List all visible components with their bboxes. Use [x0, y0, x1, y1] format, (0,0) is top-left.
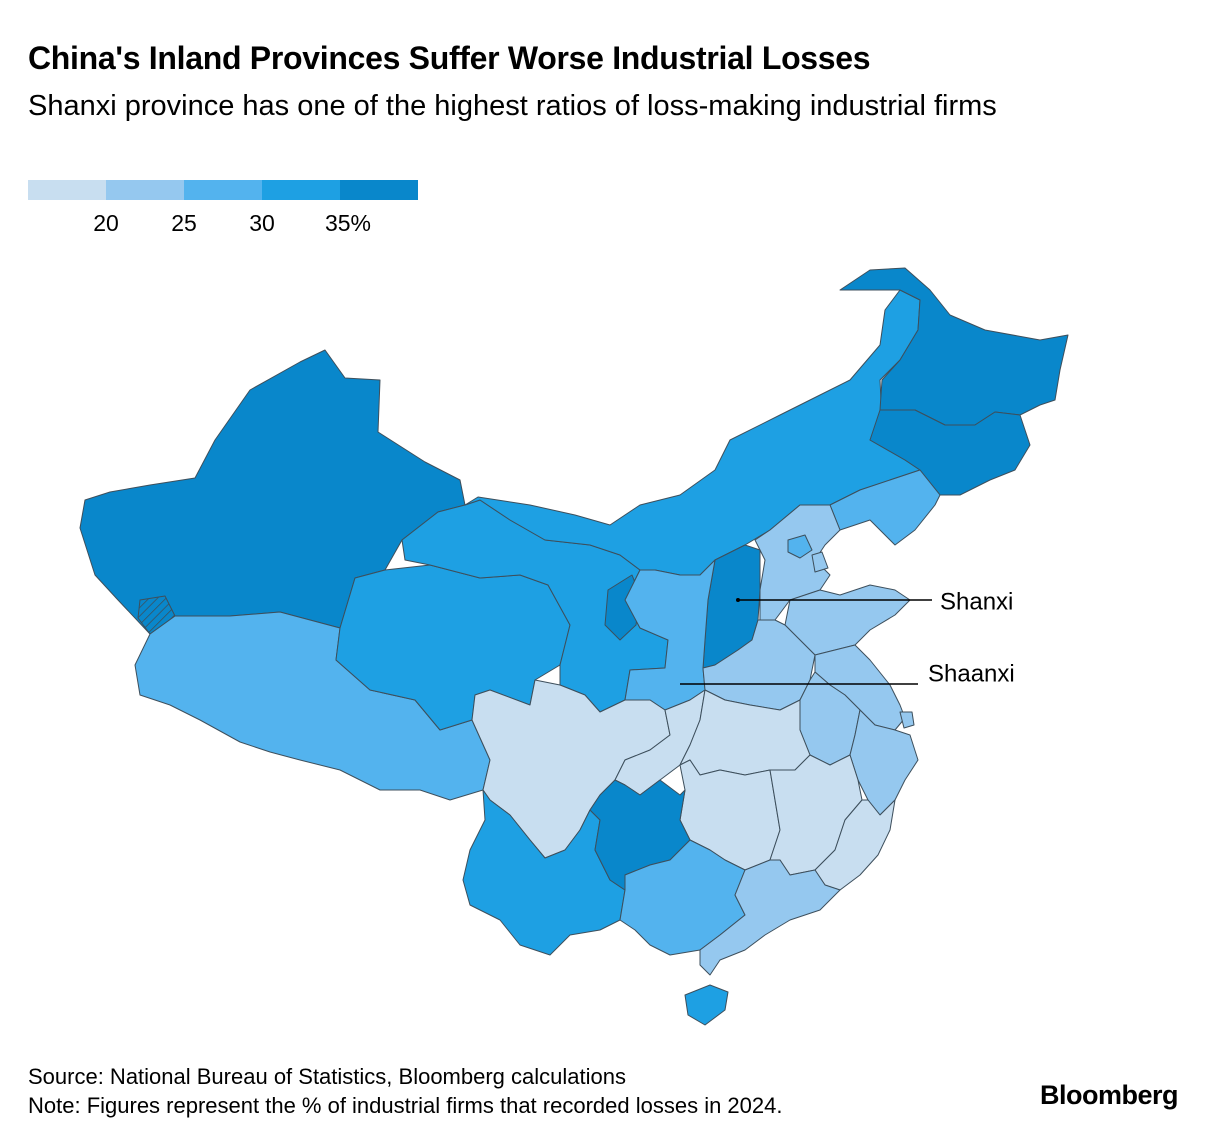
- chart-footer: Source: National Bureau of Statistics, B…: [28, 1062, 782, 1120]
- region-guangdong: [699, 859, 841, 976]
- china-province-map: Shanxi Shaanxi: [79, 267, 1069, 1026]
- shanxi-label: Shanxi: [940, 588, 1013, 615]
- legend-bin-3: [184, 180, 262, 200]
- region-guizhou: [589, 779, 691, 891]
- region-shanghai: [899, 711, 915, 729]
- region-beijing: [787, 534, 813, 559]
- region-hainan: [684, 984, 729, 1026]
- map-annotations: Shanxi Shaanxi: [680, 588, 1015, 687]
- color-legend: 20 25 30 35%: [28, 180, 428, 240]
- shaanxi-label: Shaanxi: [928, 660, 1015, 687]
- region-tianjin: [811, 551, 829, 573]
- legend-bin-1: [28, 180, 106, 200]
- region-inner-mongolia: [464, 289, 921, 576]
- legend-tick-20: 20: [93, 210, 119, 236]
- bloomberg-logo: Bloomberg: [1039, 1080, 1179, 1110]
- legend-bin-5: [340, 180, 418, 200]
- legend-bins: [28, 180, 428, 200]
- region-tibet: [134, 611, 491, 801]
- source-note: Source: National Bureau of Statistics, B…: [28, 1064, 626, 1089]
- legend-tick-25: 25: [171, 210, 197, 236]
- region-jilin: [869, 409, 1031, 496]
- legend-tick-35: 35%: [324, 210, 372, 236]
- chart-title: China's Inland Provinces Suffer Worse In…: [28, 40, 871, 76]
- figure-note: Note: Figures represent the % of industr…: [28, 1093, 783, 1118]
- legend-bin-4: [262, 180, 340, 200]
- chart-subtitle: Shanxi province has one of the highest r…: [28, 90, 997, 122]
- legend-bin-2: [106, 180, 184, 200]
- legend-tick-30: 30: [249, 210, 275, 236]
